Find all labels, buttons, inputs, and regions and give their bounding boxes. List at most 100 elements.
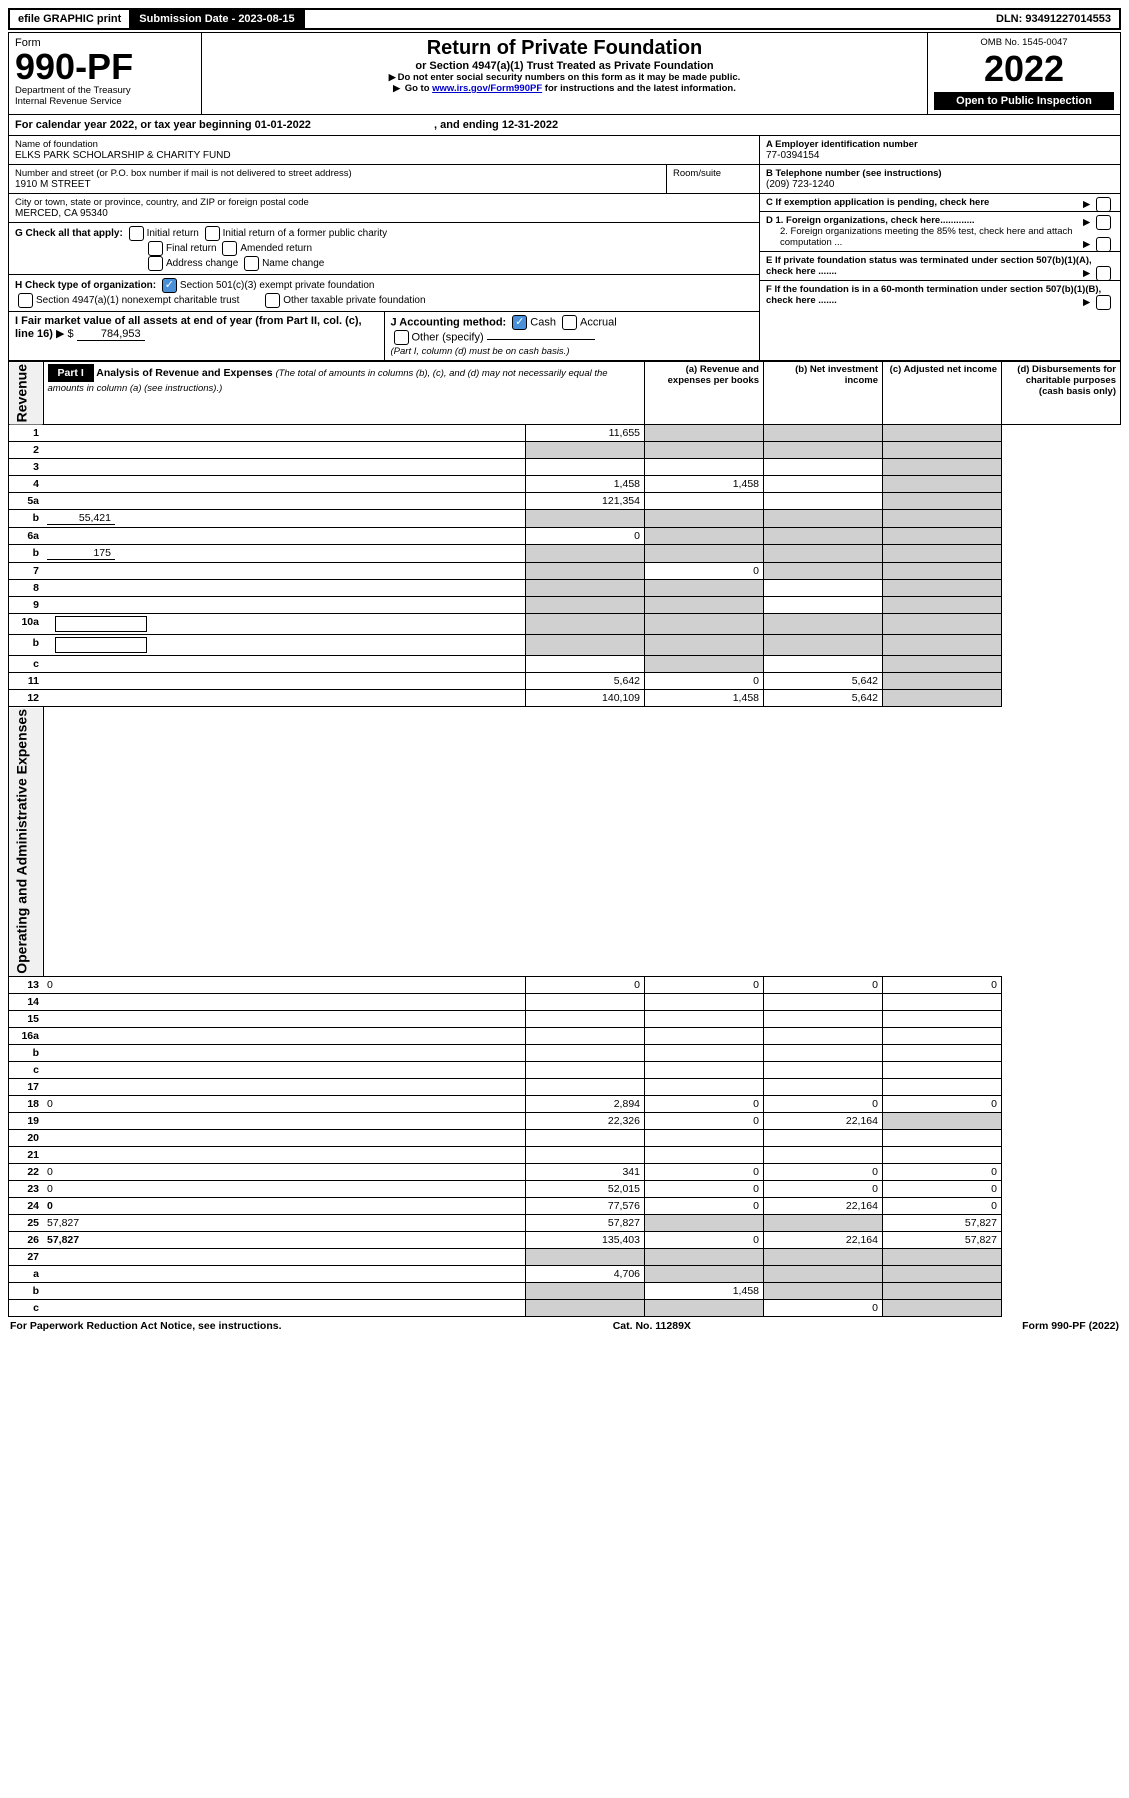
4947a1-checkbox[interactable] bbox=[18, 293, 33, 308]
line-description: 175 bbox=[43, 545, 526, 563]
address-change-checkbox[interactable] bbox=[148, 256, 163, 271]
address: 1910 M STREET bbox=[15, 179, 660, 190]
accrual-checkbox[interactable] bbox=[562, 315, 577, 330]
d1-label: D 1. Foreign organizations, check here..… bbox=[766, 215, 975, 226]
name-change-label: Name change bbox=[262, 258, 324, 269]
c-label: C If exemption application is pending, c… bbox=[766, 197, 989, 208]
e-checkbox[interactable] bbox=[1096, 266, 1111, 281]
efile-link[interactable]: efile GRAPHIC print bbox=[10, 10, 131, 28]
table-row: 23052,015000 bbox=[9, 1181, 1121, 1198]
form-title: Return of Private Foundation bbox=[208, 37, 921, 60]
line-description bbox=[43, 528, 526, 545]
cell-c bbox=[764, 510, 883, 528]
cell-a: 0 bbox=[526, 528, 645, 545]
cell-b bbox=[645, 442, 764, 459]
501c3-label: Section 501(c)(3) exempt private foundat… bbox=[180, 280, 375, 291]
other-method-label: Other (specify) bbox=[412, 331, 484, 343]
ein: 77-0394154 bbox=[766, 150, 1114, 161]
cell-d bbox=[883, 510, 1002, 528]
cell-d bbox=[883, 1266, 1002, 1283]
col-d-header: (d) Disbursements for charitable purpose… bbox=[1002, 362, 1121, 425]
501c3-checkbox[interactable]: ✓ bbox=[162, 278, 177, 293]
cell-c bbox=[764, 1011, 883, 1028]
g-label: G Check all that apply: bbox=[15, 228, 123, 239]
name-change-checkbox[interactable] bbox=[244, 256, 259, 271]
4947a1-label: Section 4947(a)(1) nonexempt charitable … bbox=[36, 295, 239, 306]
cell-c: 5,642 bbox=[764, 673, 883, 690]
line-description bbox=[43, 1045, 526, 1062]
h-label: H Check type of organization: bbox=[15, 280, 156, 291]
table-row: 41,4581,458 bbox=[9, 476, 1121, 493]
room-label: Room/suite bbox=[667, 165, 759, 193]
line-description bbox=[43, 493, 526, 510]
cell-d bbox=[883, 528, 1002, 545]
cell-b bbox=[645, 425, 764, 442]
cell-d: 57,827 bbox=[883, 1232, 1002, 1249]
cell-b bbox=[645, 1147, 764, 1164]
cell-a bbox=[526, 1079, 645, 1096]
other-method-checkbox[interactable] bbox=[394, 330, 409, 345]
final-return-checkbox[interactable] bbox=[148, 241, 163, 256]
cell-d bbox=[883, 1249, 1002, 1266]
line-number: 15 bbox=[9, 1011, 44, 1028]
d1-checkbox[interactable] bbox=[1096, 215, 1111, 230]
initial-return-label: Initial return bbox=[147, 228, 199, 239]
dln: DLN: 93491227014553 bbox=[988, 10, 1119, 28]
cell-a: 0 bbox=[526, 977, 645, 994]
phone: (209) 723-1240 bbox=[766, 179, 1114, 190]
line-description bbox=[43, 1011, 526, 1028]
cell-a bbox=[526, 1062, 645, 1079]
amended-return-checkbox[interactable] bbox=[222, 241, 237, 256]
open-public: Open to Public Inspection bbox=[934, 92, 1114, 110]
table-row: 115,64205,642 bbox=[9, 673, 1121, 690]
col-a-header: (a) Revenue and expenses per books bbox=[645, 362, 764, 425]
form-subtitle: or Section 4947(a)(1) Trust Treated as P… bbox=[208, 60, 921, 72]
table-row: b1,458 bbox=[9, 1283, 1121, 1300]
foundation-name: ELKS PARK SCHOLARSHIP & CHARITY FUND bbox=[15, 150, 753, 161]
cell-d bbox=[883, 1300, 1002, 1317]
line-number: 2 bbox=[9, 442, 44, 459]
cell-a bbox=[526, 1147, 645, 1164]
other-taxable-checkbox[interactable] bbox=[265, 293, 280, 308]
initial-former-checkbox[interactable] bbox=[205, 226, 220, 241]
f-checkbox[interactable] bbox=[1096, 295, 1111, 310]
line-number: 11 bbox=[9, 673, 44, 690]
irs-label: Internal Revenue Service bbox=[15, 96, 195, 107]
cell-d bbox=[883, 493, 1002, 510]
cell-b bbox=[645, 1062, 764, 1079]
table-row: b 175 bbox=[9, 545, 1121, 563]
cell-c bbox=[764, 563, 883, 580]
i-label: I Fair market value of all assets at end… bbox=[15, 315, 362, 340]
line-description bbox=[43, 614, 526, 635]
line-number: 1 bbox=[9, 425, 44, 442]
d2-checkbox[interactable] bbox=[1096, 237, 1111, 252]
cell-d bbox=[883, 656, 1002, 673]
cash-checkbox[interactable]: ✓ bbox=[512, 315, 527, 330]
c-checkbox[interactable] bbox=[1096, 197, 1111, 212]
cell-b bbox=[645, 1045, 764, 1062]
line-description bbox=[43, 459, 526, 476]
cell-a bbox=[526, 1028, 645, 1045]
line-description bbox=[43, 1300, 526, 1317]
cell-d bbox=[883, 563, 1002, 580]
dept-treasury: Department of the Treasury bbox=[15, 85, 195, 96]
phone-label: B Telephone number (see instructions) bbox=[766, 168, 1114, 179]
form990pf-link[interactable]: www.irs.gov/Form990PF bbox=[432, 83, 542, 94]
cell-b bbox=[645, 545, 764, 563]
cell-c bbox=[764, 1045, 883, 1062]
table-row: 1802,894000 bbox=[9, 1096, 1121, 1113]
cell-a bbox=[526, 635, 645, 656]
cell-c: 0 bbox=[764, 1164, 883, 1181]
table-row: 24077,576022,1640 bbox=[9, 1198, 1121, 1215]
line-description bbox=[43, 1062, 526, 1079]
cell-d bbox=[883, 1079, 1002, 1096]
cell-b: 0 bbox=[645, 1113, 764, 1130]
table-row: 20 bbox=[9, 1130, 1121, 1147]
initial-return-checkbox[interactable] bbox=[129, 226, 144, 241]
cell-a bbox=[526, 545, 645, 563]
cell-d bbox=[883, 614, 1002, 635]
goto-arrow bbox=[393, 83, 402, 94]
f-label: F If the foundation is in a 60-month ter… bbox=[766, 284, 1101, 306]
cell-c bbox=[764, 476, 883, 493]
line-number: c bbox=[9, 1062, 44, 1079]
